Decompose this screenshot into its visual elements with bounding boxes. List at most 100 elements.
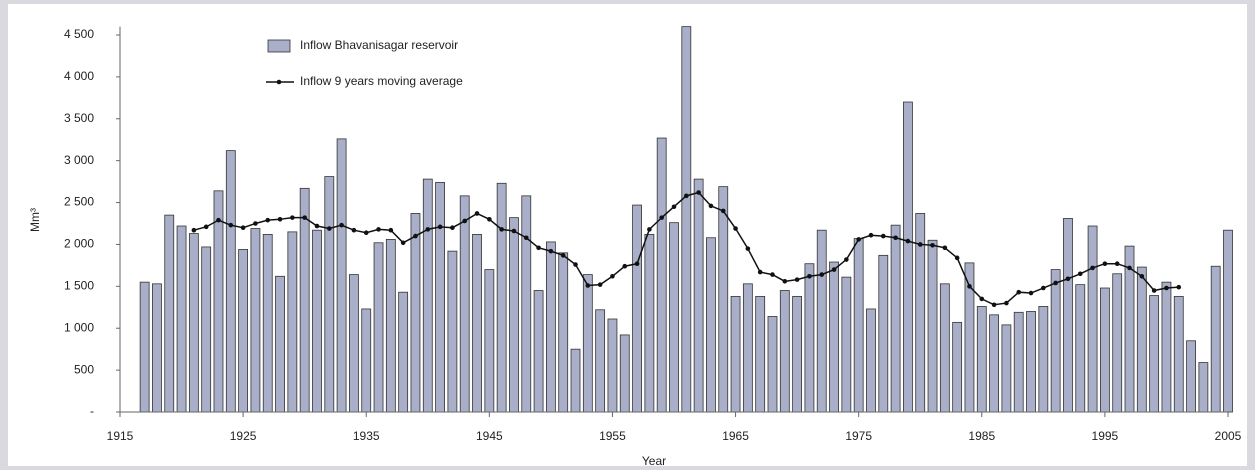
bar [644,233,655,413]
bar [1063,218,1073,413]
bar [1186,340,1196,413]
bar [287,231,298,413]
x-tick-label: 1995 [1092,429,1119,443]
line-point [1151,288,1157,293]
line-point [302,215,307,220]
line-point [770,272,775,277]
line-point [782,279,788,284]
line-point [942,245,948,251]
line-point [1016,289,1022,295]
line-point [1041,285,1046,291]
line-point [462,218,468,224]
line-point [954,255,960,261]
line-point [425,227,431,232]
bar [878,254,889,413]
line-point [585,283,591,288]
bar [435,182,445,413]
line-point [228,222,234,228]
x-tick-label: 1935 [353,429,380,443]
line-point [634,261,640,267]
bar [804,263,815,413]
line-point [1102,261,1108,267]
line-point [326,226,332,231]
line-point [474,211,480,216]
bar [582,274,593,413]
line-point [979,296,985,302]
line-point [1077,271,1083,277]
line-point [622,263,628,269]
line-point [203,224,209,230]
bar [312,229,322,413]
bar [262,233,273,413]
x-tick-label: 1975 [845,429,872,443]
bar [718,186,729,413]
line-point [610,273,615,279]
y-tick-label: 1 000 [64,320,94,334]
bar [349,274,359,413]
line-point [991,302,997,308]
line-point [573,262,578,267]
bar [1173,295,1184,413]
line-point [290,215,295,220]
bar [361,308,372,413]
line-point [265,217,271,223]
line-point [413,233,418,239]
line-point [536,245,541,251]
bar [903,101,913,413]
bar [742,283,753,413]
bar [1112,273,1123,413]
bar [1161,281,1172,413]
line-point [819,272,825,277]
bar [681,26,692,413]
bar [336,138,347,413]
bar [693,178,704,413]
line-point [511,228,517,234]
bar [545,241,556,413]
x-tick-label: 1985 [968,429,995,443]
bar [373,242,384,413]
line-point [745,246,751,251]
line-point [893,235,898,241]
bar [188,233,199,413]
y-tick-label: 4 500 [64,27,94,41]
line-point [523,235,529,241]
line-point [1176,284,1182,290]
line-point [844,257,849,262]
line-point [647,227,652,232]
x-tick-label: 1925 [230,429,257,443]
line-point [191,227,197,233]
bar [656,137,667,413]
line-point [967,284,972,289]
line-point [450,225,455,230]
bar [472,233,482,413]
bar [521,195,532,413]
line-point [499,227,504,232]
bar [1223,229,1233,413]
y-tick-label: 500 [74,362,94,376]
line-point [1028,290,1034,296]
bar [139,281,150,413]
line-point [314,223,320,229]
legend-label: Inflow 9 years moving average [300,74,463,88]
x-tick-label: 1955 [599,429,626,443]
bar [939,283,950,413]
line-point [597,282,603,287]
line-point [1065,276,1071,282]
bar [250,228,261,413]
bar [1198,362,1209,413]
bar [952,321,963,413]
line-point [363,230,369,236]
bar [275,275,285,413]
line-point [240,225,246,230]
bar [841,276,852,413]
bar [176,225,187,413]
bar [632,204,642,413]
bar [238,249,249,413]
bar [767,316,778,413]
bar [619,334,630,413]
y-tick-label: 3 000 [64,153,94,167]
bar [496,182,507,413]
bar [730,295,741,413]
bar [669,222,679,413]
